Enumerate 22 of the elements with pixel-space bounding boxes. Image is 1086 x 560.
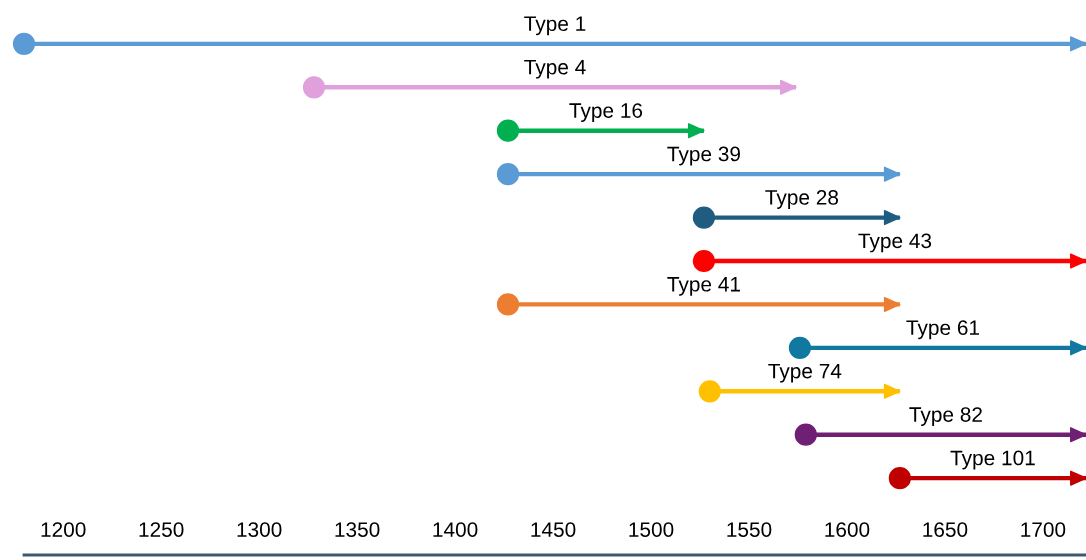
y-tick-label: Type 28 bbox=[765, 190, 839, 209]
y-tick-label: Type 39 bbox=[667, 146, 740, 166]
x-tick-label: 1250 bbox=[139, 522, 184, 537]
x-tick-label: 1600 bbox=[825, 522, 870, 537]
x-tick-label: 1200 bbox=[41, 522, 86, 537]
x-tick-label: 1500 bbox=[629, 522, 674, 537]
y-tick-label: Type 1 bbox=[524, 16, 586, 36]
y-tick-label: Type 4 bbox=[524, 59, 586, 79]
y-tick-label: Type 61 bbox=[906, 320, 980, 340]
y-tick-label: Type 43 bbox=[858, 233, 932, 253]
x-tick-label: 1700 bbox=[1021, 522, 1066, 537]
x-tick-label: 1400 bbox=[433, 522, 478, 537]
x-tick-label: 1300 bbox=[237, 522, 282, 537]
y-tick-label: Type 41 bbox=[667, 277, 740, 296]
x-tick-label: 1450 bbox=[531, 522, 576, 537]
x-tick-label: 1650 bbox=[923, 522, 968, 537]
x-tick-label: 1550 bbox=[727, 522, 772, 537]
y-tick-label: Type 82 bbox=[909, 407, 982, 427]
x-tick-label: 1350 bbox=[335, 522, 380, 537]
y-tick-label: Type 101 bbox=[950, 450, 1035, 470]
y-tick-label: Type 74 bbox=[768, 363, 842, 383]
y-tick-label: Type 16 bbox=[569, 103, 643, 123]
